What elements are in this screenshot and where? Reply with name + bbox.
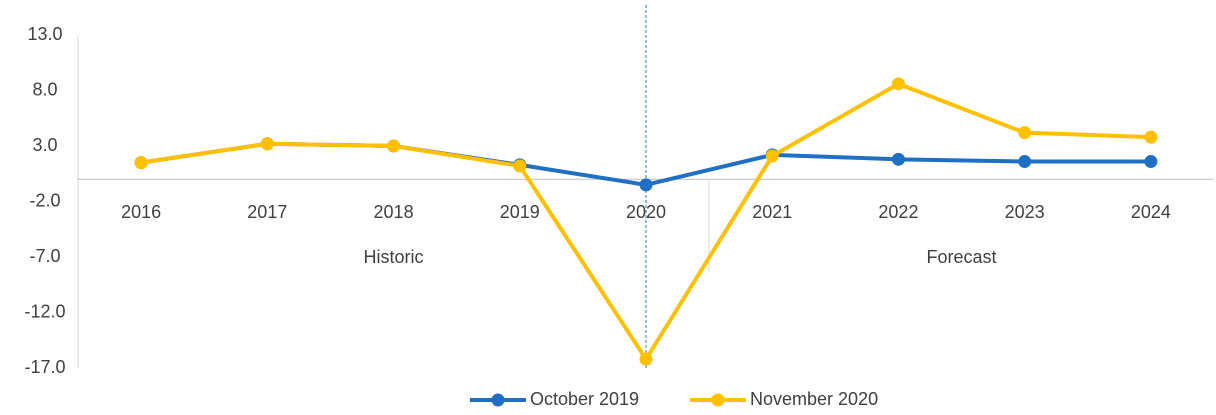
x-tick-label: 2016 — [121, 202, 161, 222]
y-tick-label: 13.0 — [27, 24, 62, 44]
data-point — [891, 152, 905, 166]
legend-marker — [491, 393, 505, 407]
x-tick-label: 2023 — [1005, 202, 1045, 222]
x-tick-label: 2017 — [247, 202, 287, 222]
data-point — [513, 159, 527, 173]
data-point — [1144, 130, 1158, 144]
group-label: Forecast — [927, 247, 997, 267]
y-tick-label: 3.0 — [32, 135, 57, 155]
data-point — [1018, 126, 1032, 140]
x-tick-label: 2021 — [752, 202, 792, 222]
data-point — [891, 77, 905, 91]
data-point — [1144, 155, 1158, 169]
data-point — [1018, 155, 1032, 169]
legend-label: October 2019 — [530, 389, 639, 409]
data-point — [260, 137, 274, 151]
x-tick-label: 2018 — [374, 202, 414, 222]
group-label: Historic — [364, 247, 424, 267]
legend-label: November 2020 — [750, 389, 878, 409]
y-tick-label: -17.0 — [24, 357, 65, 377]
data-point — [765, 149, 779, 163]
x-tick-label: 2022 — [878, 202, 918, 222]
x-tick-label: 2024 — [1131, 202, 1171, 222]
data-point — [387, 139, 401, 153]
y-tick-label: -7.0 — [29, 246, 60, 266]
data-point — [134, 156, 148, 170]
y-tick-label: -12.0 — [24, 301, 65, 321]
data-point — [639, 352, 653, 366]
legend-marker — [711, 393, 725, 407]
y-tick-label: -2.0 — [29, 190, 60, 210]
x-tick-label: 2019 — [500, 202, 540, 222]
data-point — [639, 178, 653, 192]
y-tick-label: 8.0 — [32, 79, 57, 99]
